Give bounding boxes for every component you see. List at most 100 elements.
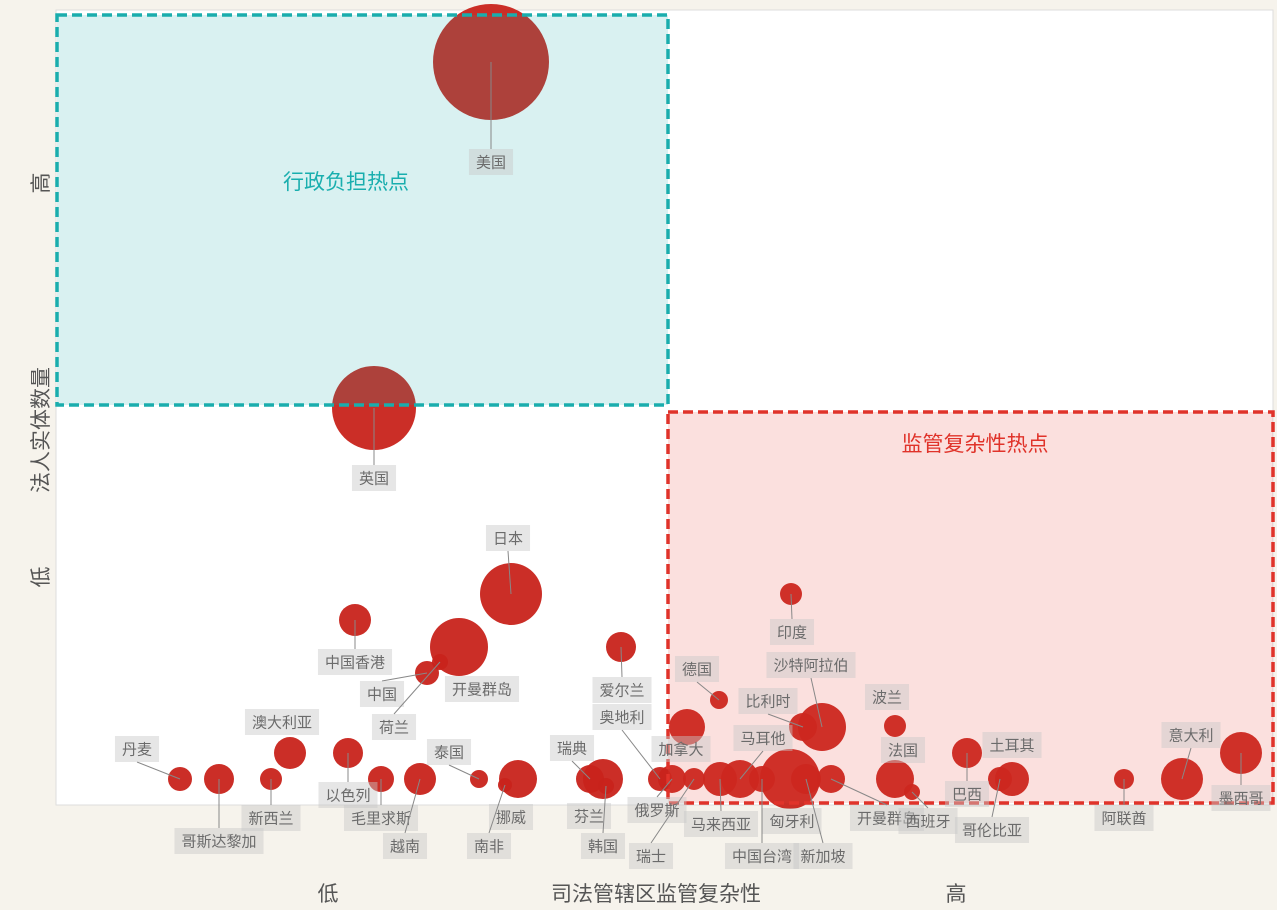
- label-box: [738, 688, 798, 714]
- label-box: [1094, 805, 1154, 831]
- leader-line: [719, 778, 722, 812]
- leader-line: [696, 681, 720, 701]
- label-box: [318, 782, 378, 808]
- bubble-label: 中国香港: [325, 654, 385, 672]
- leader-line: [571, 760, 591, 780]
- bubble-label: 新西兰: [248, 810, 293, 828]
- y-tick-label: 高: [29, 173, 53, 194]
- bubble-label: 毛里求斯: [351, 810, 411, 828]
- label-box: [880, 737, 926, 763]
- label-box: [580, 833, 626, 859]
- bubble-label: 中国台湾: [732, 848, 792, 866]
- label-box: [466, 833, 512, 859]
- label-box: [674, 656, 720, 682]
- label-box: [849, 805, 925, 831]
- bubble-label: 印度: [777, 624, 807, 642]
- bubble-label: 意大利: [1168, 727, 1213, 745]
- bubble: [995, 762, 1029, 796]
- bubble-label: 芬兰: [574, 808, 604, 826]
- leader-line: [136, 761, 181, 780]
- bubble-label: 挪威: [496, 809, 526, 827]
- leader-line: [650, 778, 695, 844]
- label-box: [371, 714, 417, 740]
- bubble-label: 澳大利亚: [252, 714, 312, 732]
- label-box: [724, 843, 800, 869]
- annotation: 行政负担热点: [283, 170, 409, 194]
- bubble-label: 美国: [476, 154, 506, 172]
- leader-line: [911, 791, 929, 809]
- y-axis-label: 法人实体数量: [29, 367, 53, 493]
- label-box: [359, 681, 405, 707]
- label-box: [426, 739, 472, 765]
- bubble-label: 丹麦: [122, 741, 152, 759]
- bubble-label: 中国: [367, 686, 397, 704]
- label-box: [793, 843, 853, 869]
- bubble-label: 匈牙利: [769, 813, 814, 831]
- label-box: [592, 677, 652, 703]
- bubble-label: 沙特阿拉伯: [773, 657, 848, 675]
- leader-line: [810, 677, 823, 728]
- bubble-label: 瑞典: [557, 740, 587, 758]
- leader-line: [620, 646, 623, 678]
- label-box: [1161, 722, 1221, 748]
- x-axis-label: 司法管辖区监管复杂性: [551, 882, 761, 906]
- x-tick-label: 低: [318, 882, 339, 906]
- regulatory-hotspot: [666, 410, 1275, 805]
- label-box: [382, 833, 428, 859]
- bubble-label: 土耳其: [989, 737, 1034, 755]
- leader-line: [830, 778, 888, 806]
- bubble-label: 马来西亚: [691, 816, 751, 834]
- bubble-label: 瑞士: [636, 848, 666, 866]
- bubble: [669, 709, 705, 745]
- label-box: [444, 676, 520, 702]
- bubble-label: 哥斯达黎加: [181, 833, 256, 851]
- bubble-label: 波兰: [872, 689, 902, 707]
- leader-line: [381, 672, 428, 682]
- leader-line: [739, 750, 764, 780]
- label-box: [954, 817, 1030, 843]
- leader-line: [790, 593, 793, 620]
- bubble-label: 巴西: [952, 786, 982, 804]
- bubble-label: 新加坡: [800, 848, 845, 866]
- bubble-label: 以色列: [325, 787, 370, 805]
- bubble: [760, 749, 820, 809]
- label-box: [898, 808, 958, 834]
- bubble: [884, 715, 906, 737]
- label-box: [488, 804, 534, 830]
- bubble-label: 英国: [359, 470, 389, 488]
- label-box: [1211, 785, 1271, 811]
- label-box: [683, 811, 759, 837]
- annotation: 监管复杂性热点: [902, 432, 1049, 456]
- bubble-label: 阿联酋: [1101, 810, 1146, 828]
- label-box: [351, 465, 397, 491]
- label-box: [317, 649, 393, 675]
- label-box: [549, 735, 595, 761]
- label-box: [485, 525, 531, 551]
- label-box: [114, 736, 160, 762]
- bubble-label: 西班牙: [905, 813, 950, 831]
- bubble-label: 开曼群岛: [857, 810, 917, 828]
- bubble-label: 俄罗斯: [634, 802, 679, 820]
- label-box: [733, 725, 793, 751]
- bubble-label: 哥伦比亚: [962, 822, 1022, 840]
- y-tick-label: 低: [29, 567, 53, 588]
- leader-line: [602, 785, 607, 834]
- label-box: [628, 843, 674, 869]
- bubble-label: 泰国: [434, 744, 464, 762]
- label-box: [343, 805, 419, 831]
- label-box: [864, 684, 910, 710]
- label-box: [766, 652, 856, 678]
- leader-line: [448, 764, 480, 780]
- bubble-label: 马耳他: [740, 730, 785, 748]
- label-box: [468, 149, 514, 175]
- leader-line: [488, 784, 506, 834]
- bubble-label: 德国: [682, 661, 712, 679]
- bubble-label: 越南: [390, 838, 420, 856]
- bubble-label: 墨西哥: [1218, 790, 1263, 808]
- bubble-label: 加拿大: [658, 741, 703, 759]
- label-box: [592, 704, 652, 730]
- bubble-label: 韩国: [588, 838, 618, 856]
